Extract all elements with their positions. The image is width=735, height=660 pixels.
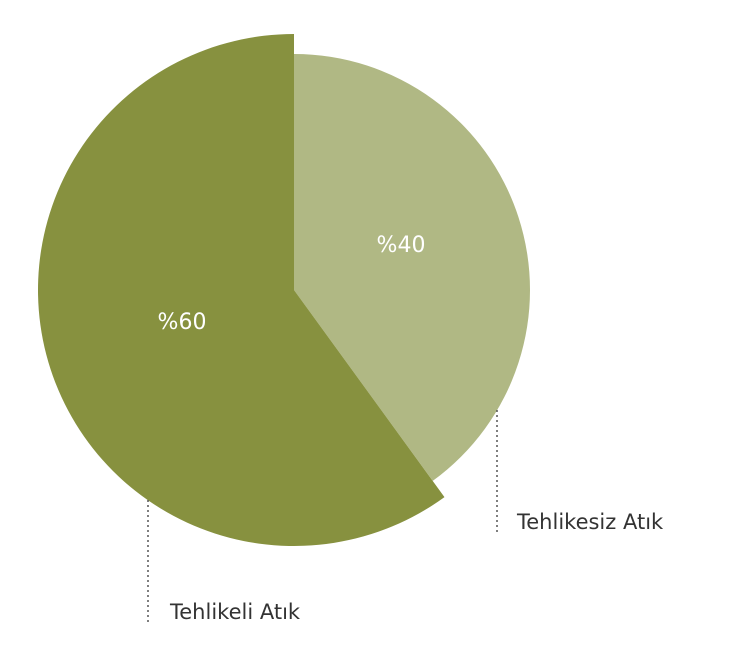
value-label: %40 [377, 233, 426, 258]
category-label: Tehlikesiz Atık [516, 510, 664, 534]
value-label: %60 [158, 310, 207, 335]
pie-slice [294, 54, 531, 481]
pie-slice [37, 34, 445, 546]
category-label: Tehlikeli Atık [169, 600, 301, 624]
